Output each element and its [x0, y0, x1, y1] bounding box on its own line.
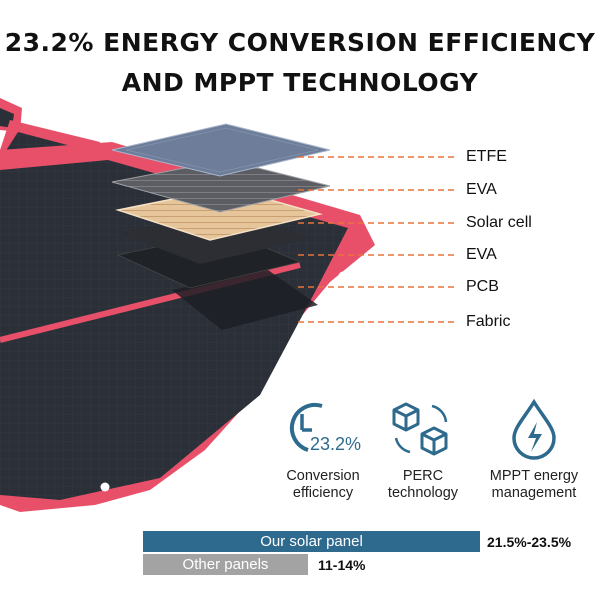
layer-label-eva-bottom: EVA — [466, 246, 497, 263]
layer-etfe — [111, 123, 331, 177]
feature-label-mppt: MPPT energy management — [469, 468, 599, 502]
efficiency-clock-icon: 23.2% — [289, 402, 361, 454]
perc-cubes-icon — [392, 402, 448, 456]
layer-fabric — [172, 270, 318, 330]
feature-label-conversion: Conversion efficiency — [258, 468, 388, 502]
feature-label-line-1: PERC — [402, 468, 444, 484]
feature-label-line-2: technology — [387, 485, 459, 501]
layer-label-fabric: Fabric — [466, 313, 511, 330]
feature-label-line-1: Conversion — [286, 468, 360, 484]
feature-label-line-2: management — [491, 485, 577, 501]
layer-label-pcb: PCB — [466, 278, 499, 295]
comparison-value-ours: 21.5%-23.5% — [487, 534, 572, 550]
solar-panel-layer-illustration — [0, 98, 455, 512]
feature-label-line-2: efficiency — [292, 485, 354, 501]
feature-mppt-energy-management: MPPT energy management — [469, 398, 599, 502]
comparison-bar-ours: Our solar panel — [143, 531, 480, 552]
comparison-value-other: 11-14% — [318, 557, 366, 573]
feature-perc-technology: PERC technology — [358, 398, 488, 502]
layer-label-etfe: ETFE — [466, 148, 507, 165]
page-title-line-1: 23.2% ENERGY CONVERSION EFFICIENCY — [4, 28, 596, 57]
feature-conversion-efficiency: 23.2% Conversion efficiency — [258, 398, 388, 502]
comparison-bar-other: Other panels — [143, 554, 308, 575]
feature-label-line-1: MPPT energy — [489, 468, 579, 484]
layer-label-eva-top: EVA — [466, 181, 497, 198]
mppt-droplet-icon — [512, 398, 556, 460]
leader-lines — [298, 156, 455, 323]
efficiency-value: 23.2% — [310, 434, 361, 454]
layer-label-solar-cell: Solar cell — [466, 214, 532, 231]
feature-label-perc: PERC technology — [358, 468, 488, 502]
page-title-line-2: AND MPPT TECHNOLOGY — [121, 68, 479, 97]
